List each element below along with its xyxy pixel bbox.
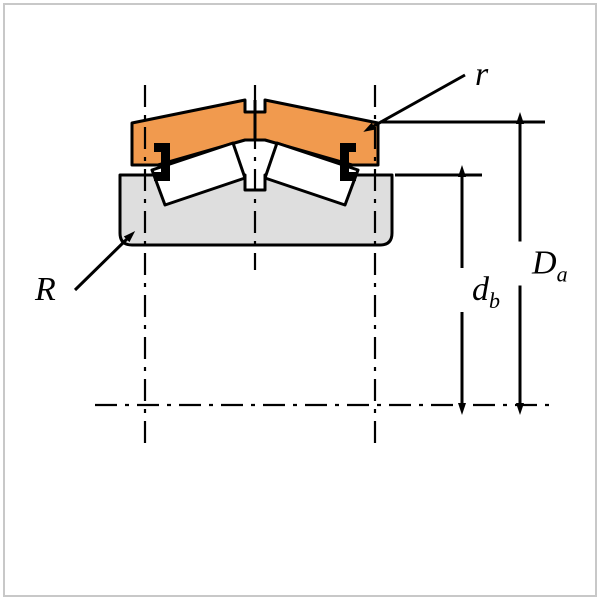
- annot-r-label: r: [475, 56, 489, 93]
- dim-db-label: db: [472, 271, 500, 313]
- dim-Da-label: Da: [531, 245, 568, 287]
- annot-r-leader: [372, 75, 465, 127]
- annot-R-label: R: [34, 271, 56, 308]
- annot-R-leader: [75, 238, 128, 290]
- frame-border: [4, 4, 596, 596]
